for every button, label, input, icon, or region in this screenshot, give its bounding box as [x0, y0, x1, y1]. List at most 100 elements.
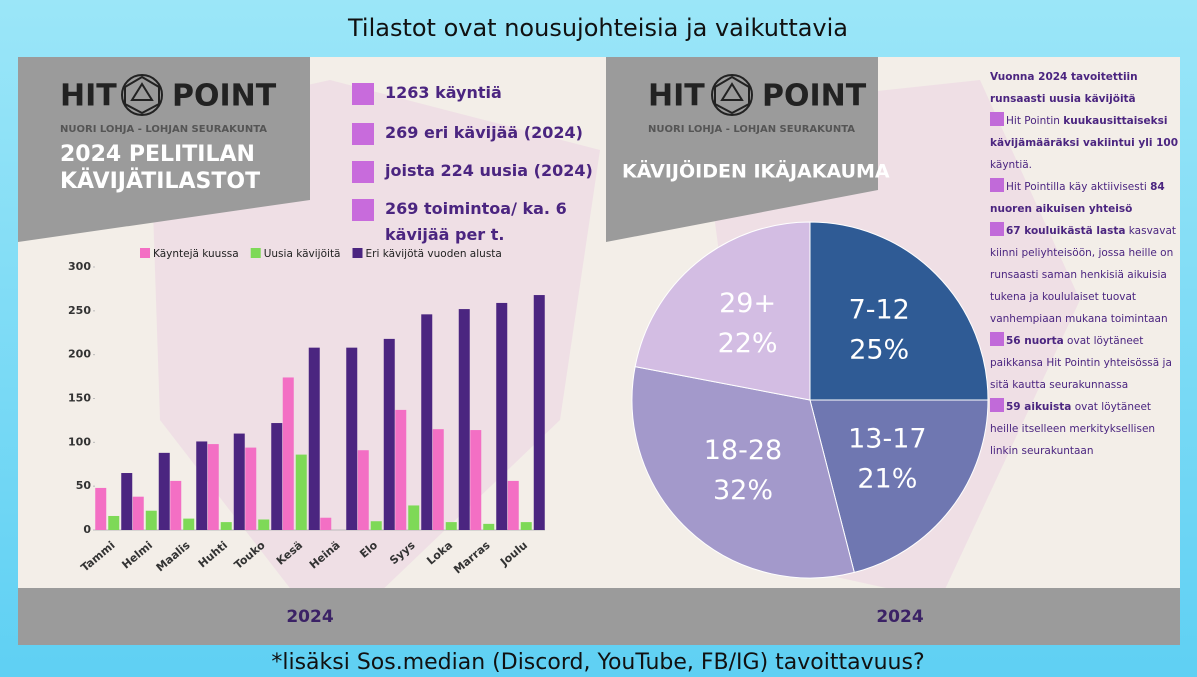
bullet	[352, 123, 374, 145]
bullet	[990, 178, 1004, 192]
bullet	[990, 112, 1004, 126]
page-title: Tilastot ovat nousujohteisia ja vaikutta…	[347, 14, 848, 42]
bullet	[990, 332, 1004, 346]
note-text: Vuonna 2024 tavoitettiin runsaasti uusia…	[990, 71, 1138, 105]
logo-icon	[121, 74, 163, 116]
bar	[132, 496, 144, 530]
note-text: Hit Pointin	[1006, 115, 1064, 127]
bar	[483, 523, 495, 530]
bar	[383, 338, 395, 530]
bar	[282, 377, 294, 530]
note: 56 nuorta ovat löytäneet paikkansa Hit P…	[990, 330, 1180, 396]
bar	[158, 452, 170, 530]
slice-label: 18-28	[704, 435, 782, 466]
note-text: 56 nuorta	[1006, 335, 1064, 347]
note-text: 84 nuoren aikuisen yhteisö	[990, 181, 1165, 215]
pie-slice	[809, 399, 989, 574]
bar	[145, 510, 157, 530]
legend-swatch	[140, 248, 150, 258]
bar	[496, 302, 508, 530]
legend-swatch	[352, 248, 363, 258]
logo-text: POINT	[172, 79, 277, 114]
note-text: kuukausittaiseksi kävijämääräksi vakiint…	[990, 115, 1179, 149]
bar	[533, 295, 545, 530]
bar	[432, 429, 444, 530]
pie-slice	[634, 221, 811, 401]
note-text: 59 aikuista	[1006, 401, 1072, 413]
bar	[295, 454, 307, 530]
bullet	[352, 161, 374, 183]
y-tick-label: 250	[68, 304, 91, 317]
bullet	[990, 398, 1004, 412]
bar	[370, 521, 382, 530]
header-block	[18, 57, 310, 242]
note-text: kasvavat kiinni peliyhteisöön, jossa hei…	[990, 225, 1177, 325]
legend-label: Käyntejä kuussa	[153, 248, 239, 260]
note-text: 67 kouluikästä lasta	[1006, 225, 1126, 237]
note: Hit Pointilla käy aktiivisesti 84 nuoren…	[990, 176, 1180, 220]
bar	[445, 522, 457, 530]
bar	[408, 505, 420, 530]
bar	[395, 409, 407, 530]
slice-value: 22%	[718, 328, 778, 359]
bar	[121, 473, 133, 530]
bar	[183, 518, 195, 530]
pie-slice	[631, 366, 855, 579]
panel-heading: 2024 PELITILAN	[60, 142, 255, 167]
bar	[220, 522, 232, 530]
note: Hit Pointin kuukausittaiseksi kävijämäär…	[990, 110, 1180, 176]
bar	[207, 444, 219, 530]
header-block	[606, 57, 878, 242]
footer-year: 2024	[876, 607, 923, 627]
logo-subtitle: NUORI LOHJA - LOHJAN SEURAKUNTA	[648, 124, 855, 135]
y-tick-label: 0	[83, 523, 91, 536]
bar	[458, 309, 470, 530]
stat-item: 269 eri kävijää (2024)	[385, 123, 583, 142]
panel-heading: KÄVIJÄTILASTOT	[60, 168, 260, 194]
legend-label: Eri kävijötä vuoden alusta	[366, 248, 502, 260]
bar	[470, 430, 482, 530]
decor	[150, 80, 600, 640]
bar	[308, 347, 320, 530]
bar	[320, 517, 332, 530]
note-text: ovat löytäneet paikkansa Hit Pointin yht…	[990, 335, 1172, 391]
slice-label: 29+	[719, 288, 776, 319]
bar	[245, 447, 257, 530]
stat-item: 1263 käyntiä	[385, 83, 502, 102]
logo-text: HIT	[60, 79, 117, 114]
bar	[233, 433, 245, 530]
note: Vuonna 2024 tavoitettiin runsaasti uusia…	[990, 66, 1180, 110]
bar	[196, 441, 208, 530]
note-text: käyntiä.	[990, 159, 1033, 171]
bar	[271, 423, 283, 530]
stat-item: joista 224 uusia (2024)	[385, 161, 593, 180]
bullet	[990, 222, 1004, 236]
slice-value: 32%	[713, 475, 773, 506]
legend-swatch	[250, 248, 261, 258]
bullet	[352, 83, 374, 105]
footer-band	[18, 588, 1180, 645]
note-text: ovat löytäneet heille itselleen merkityk…	[990, 401, 1156, 457]
legend-label: Uusia kävijöitä	[264, 248, 341, 260]
bar	[170, 480, 182, 530]
panel-heading: KÄVIJÖIDEN IKÄJAKAUMA	[622, 159, 890, 183]
y-tick-label: 50	[76, 479, 92, 492]
slice-value: 21%	[857, 464, 917, 495]
slice-label: 13-17	[848, 424, 926, 455]
y-tick-label: 200	[68, 348, 91, 361]
logo-text: HIT	[648, 79, 705, 114]
bar	[258, 519, 270, 530]
notes: Vuonna 2024 tavoitettiin runsaasti uusia…	[990, 66, 1180, 462]
note-text: Hit Pointilla käy aktiivisesti	[1006, 181, 1151, 193]
bar	[95, 487, 107, 530]
y-tick-label: 150	[68, 392, 91, 405]
logo-subtitle: NUORI LOHJA - LOHJAN SEURAKUNTA	[60, 124, 267, 135]
slice-label: 7-12	[849, 294, 910, 325]
bar	[346, 347, 358, 530]
bar	[520, 522, 532, 530]
pie-slice	[809, 221, 989, 401]
y-tick-label: 300	[68, 260, 91, 273]
bar	[357, 450, 369, 530]
stat-item: 269 toimintoa/ ka. 6 kävijää per t.	[385, 199, 567, 244]
